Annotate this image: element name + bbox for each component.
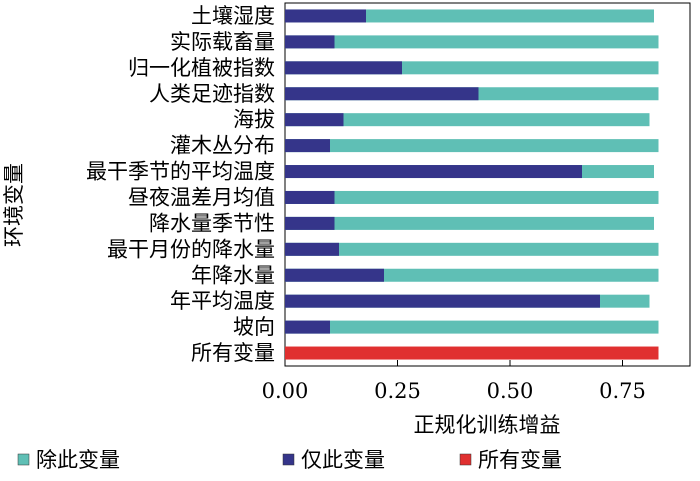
bar-leave-out bbox=[285, 320, 659, 334]
bar-leave-out bbox=[285, 139, 659, 153]
bar-only bbox=[285, 268, 384, 282]
category-label: 归一化植被指数 bbox=[128, 56, 275, 80]
bar-only bbox=[285, 9, 366, 23]
x-ticks: 0.00 0.25 0.50 0.75 bbox=[262, 360, 646, 403]
bar-only bbox=[285, 190, 335, 204]
bar-leave-out bbox=[285, 9, 654, 23]
legend-swatch bbox=[17, 453, 30, 466]
x-tick-label: 0.50 bbox=[487, 379, 534, 403]
category-label: 年降水量 bbox=[191, 263, 275, 287]
category-label: 所有变量 bbox=[191, 341, 275, 365]
bar-leave-out bbox=[285, 216, 654, 230]
category-label: 海拔 bbox=[233, 108, 275, 132]
bar-only bbox=[285, 87, 479, 101]
category-label: 灌木丛分布 bbox=[170, 134, 275, 158]
bar-leave-out bbox=[285, 190, 659, 204]
category-label: 昼夜温差月均值 bbox=[128, 185, 275, 209]
bar-all-variables bbox=[285, 346, 659, 360]
legend-swatch bbox=[459, 453, 472, 466]
x-tick-label: 0.25 bbox=[374, 379, 421, 403]
bar-only bbox=[285, 113, 344, 127]
y-axis-label: 环境变量 bbox=[2, 163, 26, 247]
bar-leave-out bbox=[285, 242, 659, 256]
bar-only bbox=[285, 320, 330, 334]
legend-swatch bbox=[282, 453, 295, 466]
bar-only bbox=[285, 35, 335, 49]
legend: 除此变量 仅此变量 所有变量 bbox=[17, 448, 562, 472]
category-label: 土壤湿度 bbox=[191, 4, 275, 28]
category-labels: 土壤湿度实际载畜量归一化植被指数人类足迹指数海拔灌木丛分布最干季节的平均温度昼夜… bbox=[86, 4, 275, 365]
category-label: 最干月份的降水量 bbox=[107, 237, 275, 261]
legend-label: 所有变量 bbox=[478, 448, 562, 472]
bar-leave-out bbox=[285, 35, 659, 49]
bar-only bbox=[285, 216, 335, 230]
x-tick-label: 0.00 bbox=[262, 379, 309, 403]
bar-only bbox=[285, 294, 600, 308]
bar-only bbox=[285, 139, 330, 153]
category-label: 人类足迹指数 bbox=[149, 82, 275, 106]
category-label: 最干季节的平均温度 bbox=[86, 160, 275, 184]
plot-frame bbox=[284, 2, 691, 367]
category-label: 降水量季节性 bbox=[149, 211, 275, 235]
bars-group bbox=[285, 9, 659, 360]
bar-only bbox=[285, 242, 339, 256]
bar-only bbox=[285, 61, 402, 75]
category-label: 坡向 bbox=[233, 315, 275, 339]
x-tick-label: 0.75 bbox=[599, 379, 646, 403]
legend-label: 仅此变量 bbox=[301, 448, 385, 472]
x-axis-label: 正规化训练增益 bbox=[414, 413, 561, 437]
legend-label: 除此变量 bbox=[36, 448, 120, 472]
category-label: 实际载畜量 bbox=[170, 30, 275, 54]
bar-only bbox=[285, 165, 582, 179]
bar-leave-out bbox=[285, 113, 650, 127]
category-label: 年平均温度 bbox=[170, 289, 275, 313]
